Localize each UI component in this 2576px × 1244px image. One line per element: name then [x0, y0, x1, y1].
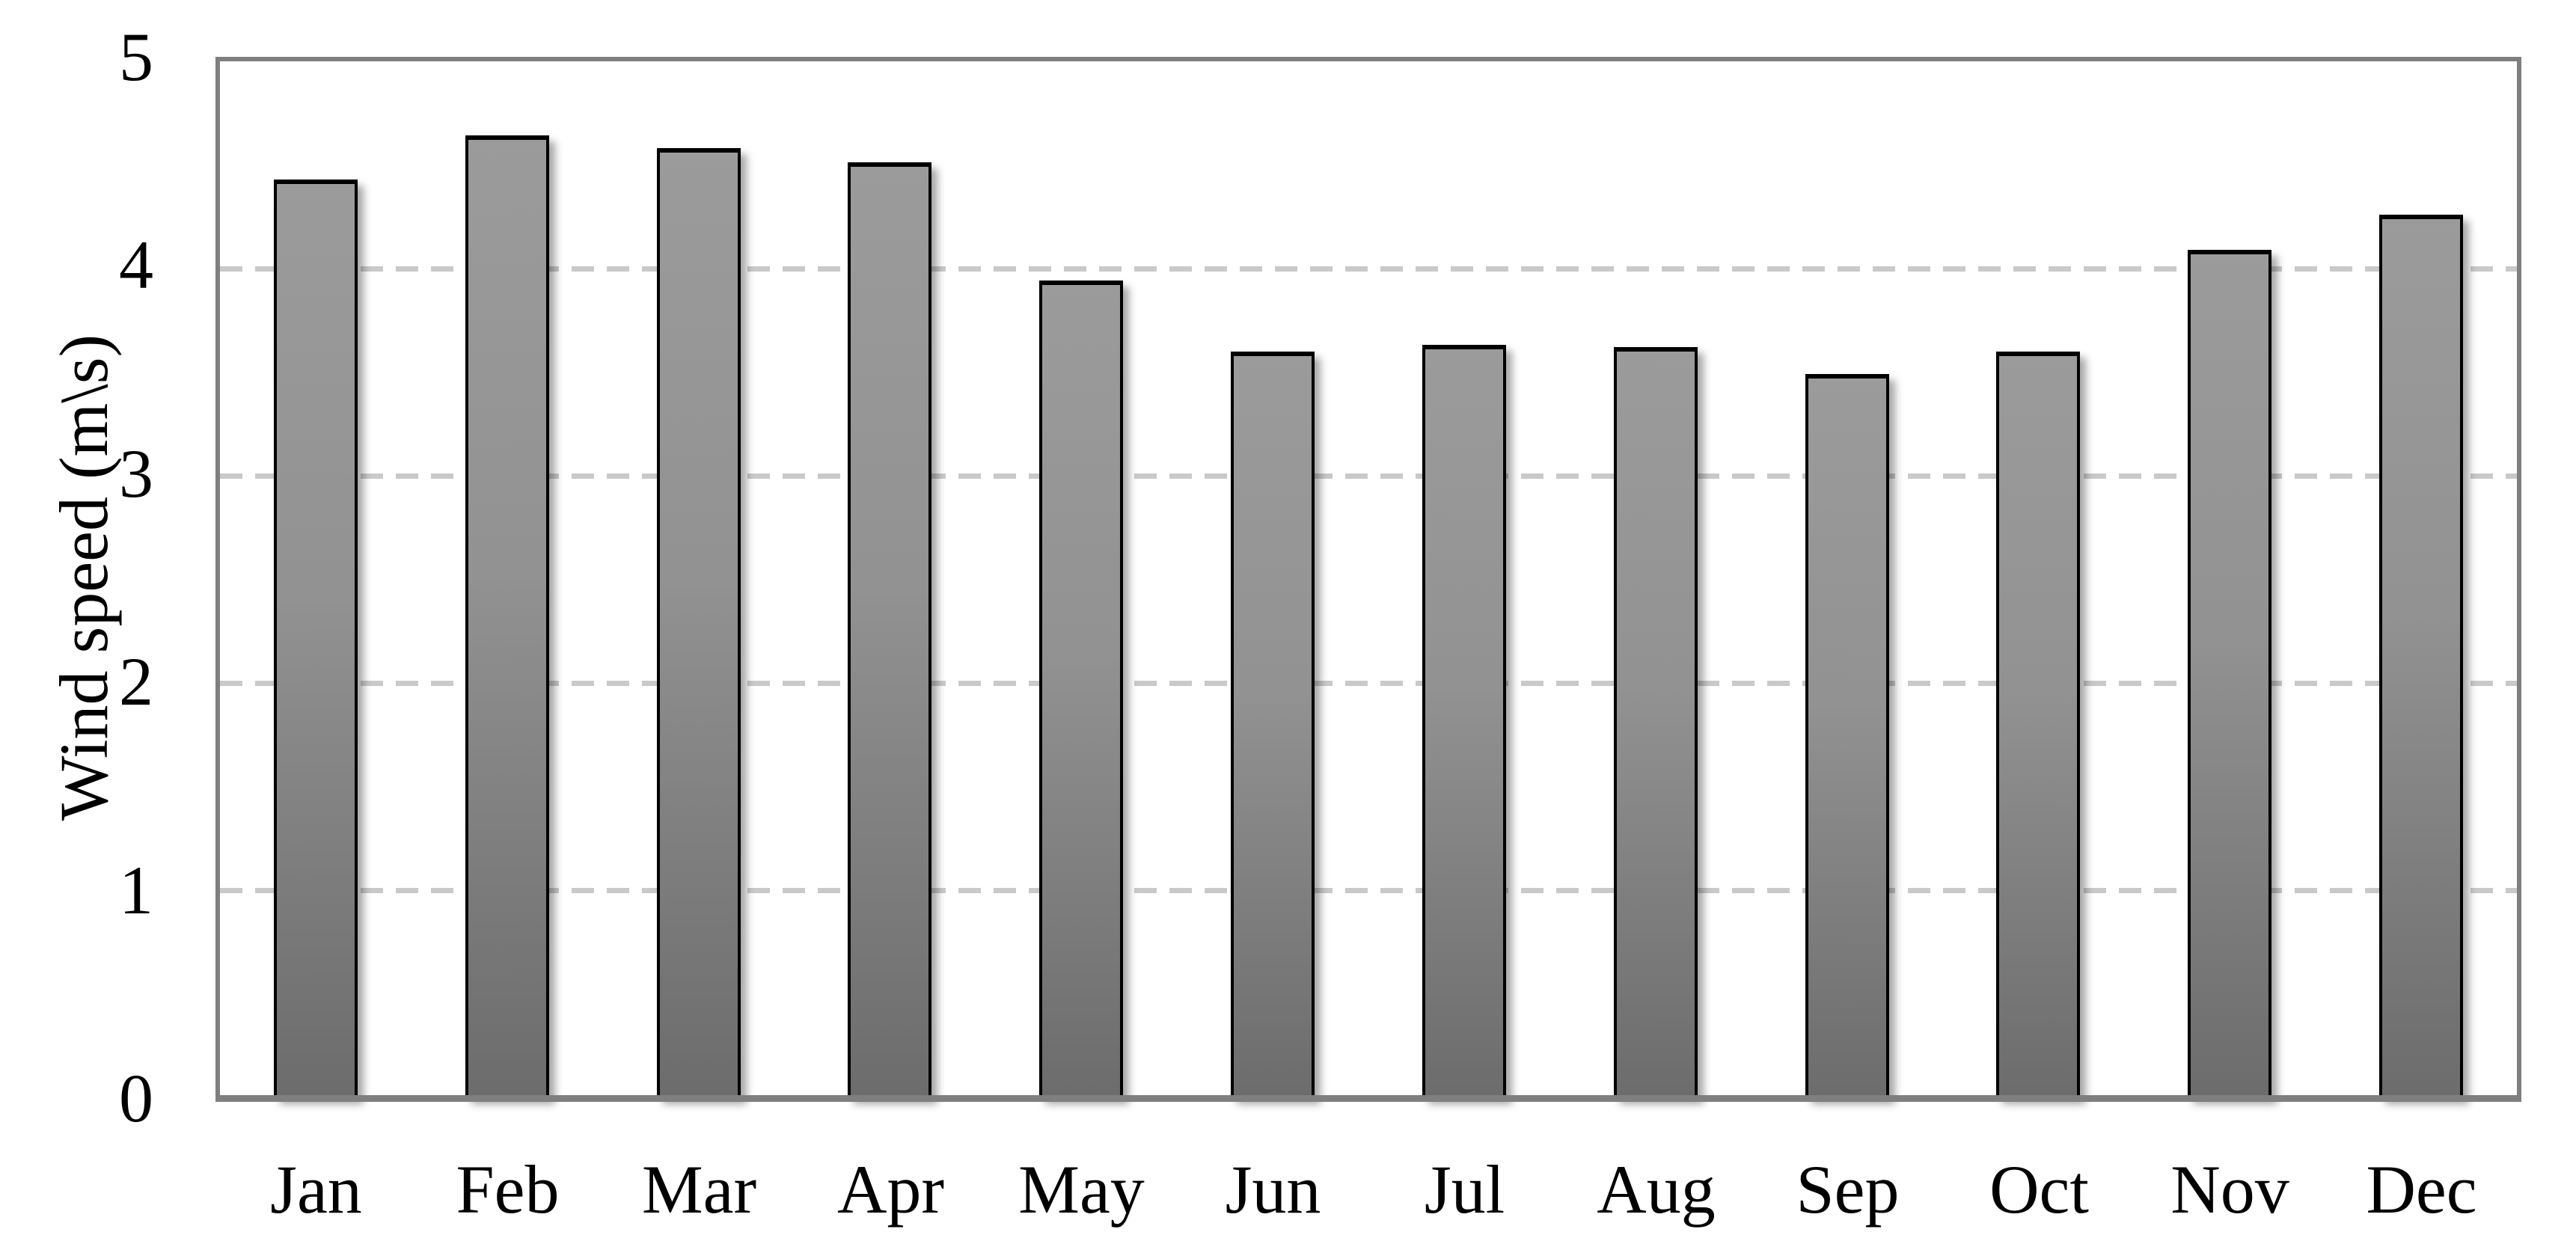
bar-jan — [274, 180, 358, 1098]
x-tick-label-sep: Sep — [1796, 1151, 1900, 1228]
x-tick-label-feb: Feb — [456, 1151, 560, 1228]
x-tick-label-oct: Oct — [1989, 1151, 2089, 1228]
x-axis-line — [215, 1095, 2521, 1102]
x-tick-label-jul: Jul — [1424, 1151, 1505, 1228]
bar-apr — [848, 162, 931, 1098]
gridline-y-1 — [220, 888, 2517, 893]
bar-mar — [657, 148, 741, 1098]
x-tick-label-mar: Mar — [641, 1151, 757, 1228]
x-tick-label-dec: Dec — [2366, 1151, 2477, 1228]
bar-nov — [2188, 250, 2271, 1098]
bar-dec — [2379, 215, 2463, 1098]
bar-sep — [1805, 374, 1889, 1098]
x-tick-label-apr: Apr — [836, 1151, 945, 1228]
x-tick-label-may: May — [1018, 1151, 1145, 1228]
bar-may — [1039, 281, 1123, 1098]
bar-aug — [1614, 347, 1698, 1098]
bar-jul — [1422, 345, 1506, 1098]
y-axis-title-text: Wind speed (m\s) — [46, 334, 122, 821]
x-tick-label-jan: Jan — [270, 1151, 362, 1228]
y-tick-label-2: 2 — [119, 643, 153, 720]
gridline-y-3 — [220, 474, 2517, 479]
y-tick-label-0: 0 — [119, 1060, 153, 1136]
gridline-y-4 — [220, 266, 2517, 272]
bar-jun — [1231, 352, 1315, 1098]
x-tick-label-jun: Jun — [1225, 1151, 1321, 1228]
y-tick-label-4: 4 — [119, 227, 153, 303]
x-tick-label-nov: Nov — [2170, 1151, 2289, 1228]
x-tick-label-aug: Aug — [1597, 1151, 1716, 1228]
bar-feb — [465, 135, 549, 1098]
plot-area — [215, 57, 2521, 1102]
y-tick-label-1: 1 — [119, 852, 153, 928]
y-tick-label-5: 5 — [119, 19, 153, 95]
y-tick-label-3: 3 — [119, 435, 153, 512]
bar-oct — [1996, 352, 2080, 1098]
gridline-y-2 — [220, 681, 2517, 686]
